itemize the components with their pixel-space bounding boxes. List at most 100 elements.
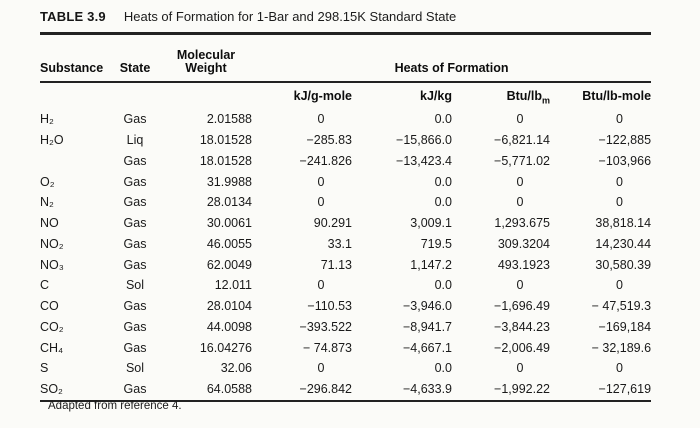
btu-lbmole-cell: − 32,189.6 — [591, 340, 652, 355]
btu-lbm-cell: −1,992.22 — [494, 382, 550, 397]
kj-gmole-cell: −110.53 — [307, 299, 352, 314]
header-molecular-weight-line2: Weight — [185, 61, 227, 75]
btu-lbmole-cell: 0 — [616, 112, 623, 127]
header-molecular-weight: Molecular Weight — [160, 33, 252, 83]
btu-lbmole-cell: 30,580.39 — [595, 257, 652, 272]
substance-cell: O₂ — [40, 174, 55, 189]
header-substance: Substance — [40, 33, 110, 83]
table-row: NO₂ Gas 46.0055 33.1 719.5 309.3204 14,230.44 — [40, 234, 651, 255]
substance-cell: CO₂ — [40, 319, 64, 334]
state-cell: Gas — [123, 319, 147, 334]
btu-lbm-cell: 0 — [516, 195, 524, 210]
table-caption: Heats of Formation for 1-Bar and 298.15K… — [123, 9, 457, 24]
btu-lbmole-cell: −103,966 — [598, 153, 652, 168]
table-row: H₂O Liq 18.01528 −285.83 −15,866.0 −6,821.14 −… — [40, 130, 651, 151]
table-body: H₂ Gas 2.01588 0 0.0 0 0 H₂O Liq 18.01528 −285.83 −… — [40, 109, 651, 401]
btu-lbmole-cell: −169,184 — [598, 319, 652, 334]
footer-note: Adapted from reference 4. — [48, 400, 182, 412]
table-row: O₂ Gas 31.9988 0 0.0 0 0 — [40, 171, 651, 192]
btu-lbmole-cell: 0 — [616, 174, 623, 189]
kj-kg-cell: −4,667.1 — [402, 340, 452, 355]
mol-weight-cell: 46.0055 — [206, 236, 252, 251]
kj-kg-cell: −4,633.9 — [402, 382, 452, 397]
unit-kj-per-kg: kJ/kg — [420, 89, 452, 103]
state-cell: Gas — [123, 236, 147, 251]
substance-cell: H₂ — [40, 112, 54, 127]
header-molecular-weight-line1: Molecular — [176, 48, 236, 62]
kj-gmole-cell: −285.83 — [306, 133, 352, 148]
kj-kg-cell: −13,423.4 — [396, 153, 452, 168]
mol-weight-cell: 44.0098 — [206, 319, 252, 334]
state-cell: Gas — [123, 340, 147, 355]
unit-btu-per-lbm-base: Btu/lb — [506, 89, 542, 103]
mol-weight-cell: 12.011 — [214, 278, 252, 293]
header-heats-of-formation: Heats of Formation — [252, 33, 652, 83]
table-row: NO Gas 30.0061 90.291 3,009.1 1,293.675 38,818… — [40, 213, 651, 234]
kj-gmole-cell: −241.826 — [299, 153, 352, 168]
state-cell: Gas — [123, 382, 147, 397]
btu-lbm-cell: 1,293.675 — [494, 216, 550, 231]
btu-lbm-cell: 0 — [516, 278, 524, 293]
btu-lbmole-cell: 14,230.44 — [595, 236, 652, 251]
kj-kg-cell: 0.0 — [434, 174, 452, 189]
table-row: H₂ Gas 2.01588 0 0.0 0 0 — [40, 109, 651, 130]
kj-gmole-cell: 90.291 — [313, 216, 352, 231]
kj-gmole-cell: 0 — [317, 174, 325, 189]
state-cell: Gas — [123, 216, 147, 231]
substance-cell: SO₂ — [40, 382, 63, 397]
kj-gmole-cell: 0 — [317, 195, 325, 210]
state-cell: Gas — [123, 195, 147, 210]
substance-cell: N₂ — [40, 195, 54, 210]
table-row: Gas 18.01528 −241.826 −13,423.4 −5,771.02 −10… — [40, 151, 652, 172]
kj-gmole-cell: 33.1 — [327, 236, 352, 251]
btu-lbm-cell: −5,771.02 — [494, 153, 550, 168]
table-row: CH₄ Gas 16.04276 − 74.873 −4,667.1 −2,006.49 −… — [40, 337, 651, 358]
btu-lbm-cell: 0 — [516, 174, 524, 189]
btu-lbmole-cell: −127,619 — [598, 382, 652, 397]
btu-lbmole-cell: 0 — [616, 278, 623, 293]
btu-lbm-cell: 309.3204 — [497, 236, 550, 251]
kj-kg-cell: 0.0 — [434, 278, 452, 293]
mol-weight-cell: 64.0588 — [206, 382, 252, 397]
state-cell: Sol — [125, 278, 145, 293]
mol-weight-cell: 18.01528 — [199, 153, 252, 168]
mol-weight-cell: 18.01528 — [199, 133, 252, 148]
mol-weight-cell: 2.01588 — [206, 112, 252, 127]
btu-lbmole-cell: − 47,519.3 — [591, 299, 652, 314]
btu-lbm-cell: 493.1923 — [497, 257, 550, 272]
btu-lbmole-cell: 0 — [616, 361, 623, 376]
substance-cell: NO₂ — [40, 236, 64, 251]
mol-weight-cell: 62.0049 — [206, 257, 252, 272]
kj-kg-cell: −15,866.0 — [396, 133, 452, 148]
kj-kg-cell: 3,009.1 — [410, 216, 452, 231]
state-cell: Gas — [123, 174, 147, 189]
kj-kg-cell: −3,946.0 — [402, 299, 452, 314]
kj-gmole-cell: −296.842 — [299, 382, 352, 397]
heats-of-formation-table: Substance State Molecular Weight Heats o… — [40, 32, 652, 402]
kj-gmole-cell: − 74.873 — [302, 340, 352, 355]
substance-cell — [40, 151, 110, 172]
substance-cell: CH₄ — [40, 340, 64, 355]
units-row: kJ/g-mole kJ/kg Btu/lbm Btu/lb-mole — [40, 82, 651, 109]
unit-kj-per-gmole: kJ/g-mole — [293, 89, 352, 103]
kj-kg-cell: 0.0 — [434, 112, 452, 127]
substance-cell: CO — [40, 299, 59, 314]
kj-kg-cell: 1,147.2 — [410, 257, 452, 272]
btu-lbm-cell: 0 — [516, 361, 524, 376]
kj-kg-cell: 719.5 — [420, 236, 452, 251]
table-row: N₂ Gas 28.0134 0 0.0 0 0 — [40, 192, 651, 213]
substance-cell: C — [40, 278, 50, 293]
state-cell: Gas — [123, 299, 147, 314]
btu-lbmole-cell: 38,818.14 — [595, 216, 652, 231]
btu-lbmole-cell: −122,885 — [598, 133, 652, 148]
table-row: NO₃ Gas 62.0049 71.13 1,147.2 493.1923 30,580.… — [40, 254, 651, 275]
units-spacer-cell — [40, 82, 252, 109]
substance-cell: NO₃ — [40, 257, 64, 272]
header-state: State — [110, 33, 160, 83]
kj-kg-cell: 0.0 — [434, 361, 452, 376]
mol-weight-cell: 32.06 — [220, 361, 252, 376]
kj-kg-cell: 0.0 — [434, 195, 452, 210]
substance-cell: H₂O — [40, 133, 64, 148]
table-row: S Sol 32.06 0 0.0 0 0 — [40, 358, 651, 379]
